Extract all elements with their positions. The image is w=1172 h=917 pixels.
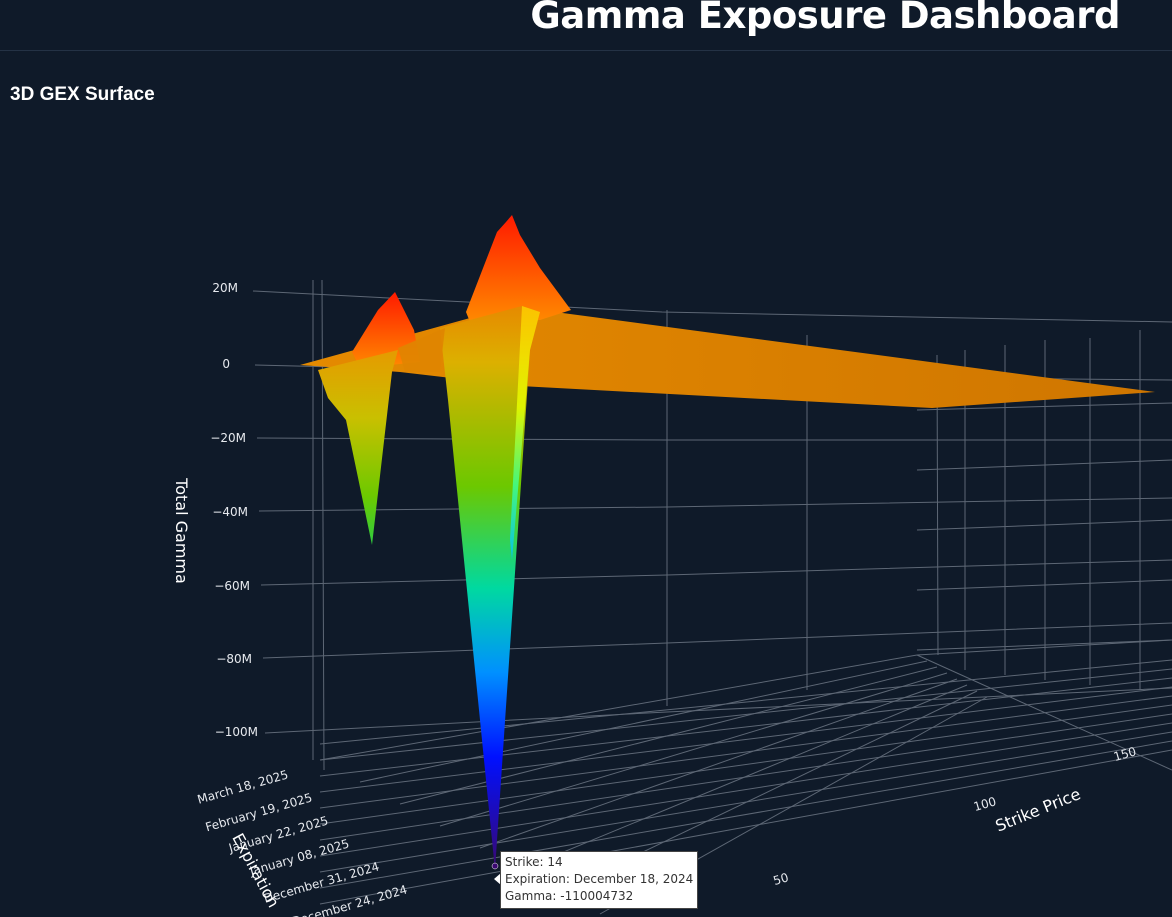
grid-line [519,684,968,871]
grid-line [260,559,1172,586]
z-tick-label: −100M [215,725,258,739]
dashboard-header: Gamma Exposure Dashboard [0,0,1172,51]
grid-line [321,279,325,771]
grid-line [319,659,1172,745]
grid-line [479,678,958,849]
secondary-trough [318,350,398,545]
grid-line [916,639,1172,656]
grid-line [359,660,928,783]
tooltip-strike: Strike: 14 [505,855,563,869]
z-tick-label: −20M [210,431,246,445]
grid-line [916,654,1172,771]
dashboard-title: Gamma Exposure Dashboard [530,0,1120,37]
z-tick-label: 20M [212,281,238,295]
grid-line [319,722,1172,857]
grid-line [258,497,1172,512]
grid-line [319,740,1172,889]
grid-line [916,519,1172,531]
tooltip-arrow [494,873,501,885]
tooltip-gamma: Gamma: -110004732 [505,889,634,903]
gamma-surface[interactable] [300,215,1155,870]
main-peak [466,215,571,322]
z-axis-title: Total Gamma [172,477,191,584]
grid-line [319,654,918,761]
grid-line [319,704,1172,825]
z-tick-label: −80M [216,652,252,666]
z-tick-label: −60M [214,579,250,593]
grid-line [319,686,1172,793]
x-tick-label: 150 [1112,744,1138,764]
grid-lines [252,279,1172,915]
trough-edge [510,306,540,560]
grid-line [916,402,1172,411]
grid-line [439,672,948,827]
z-tick-label: −40M [212,505,248,519]
z-tick-label: 0 [222,357,230,371]
grid-line [319,677,1172,777]
surface-front [398,328,445,372]
grid-line [319,668,1172,761]
tooltip-expiration: Expiration: December 18, 2024 [505,872,694,886]
grid-line [256,437,1172,441]
grid-line [319,749,1172,905]
x-tick-label: 100 [972,794,998,814]
grid-line [264,687,1172,734]
hover-point [491,862,499,870]
hover-point-dot [491,862,499,870]
grid-line [916,459,1172,471]
panel-title: 3D GEX Surface [10,84,155,105]
grid-line [916,579,1172,591]
hover-tooltip: Strike: 14 Expiration: December 18, 2024… [500,851,699,909]
x-axis-title: Strike Price [993,784,1084,835]
grid-line [262,622,1172,659]
grid-line [916,639,1172,651]
x-tick-label: 50 [772,870,791,888]
grid-line [319,695,1172,809]
